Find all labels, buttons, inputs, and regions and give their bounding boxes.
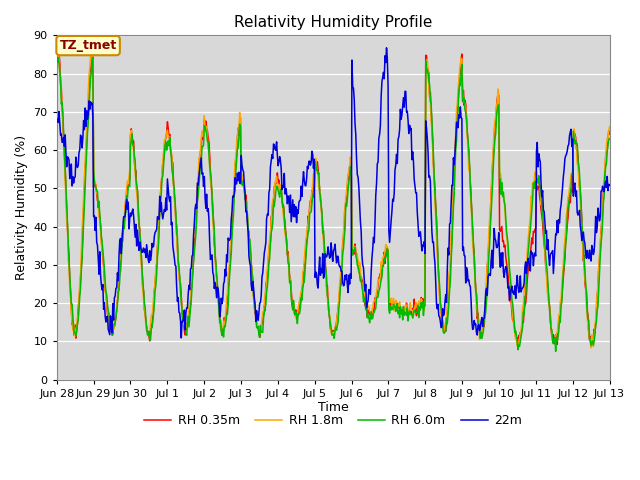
22m	[120, 214, 127, 220]
Title: Relativity Humidity Profile: Relativity Humidity Profile	[234, 15, 432, 30]
RH 0.35m	[554, 341, 561, 347]
RH 0.35m	[205, 139, 212, 145]
RH 0.35m	[417, 304, 424, 310]
RH 1.8m	[177, 293, 184, 299]
22m	[177, 335, 185, 341]
RH 1.8m	[401, 308, 409, 314]
RH 6.0m	[89, 55, 97, 60]
RH 1.8m	[53, 42, 61, 48]
RH 6.0m	[417, 300, 425, 306]
RH 1.8m	[605, 124, 613, 130]
22m	[402, 88, 410, 94]
22m	[206, 240, 214, 246]
RH 1.8m	[206, 164, 214, 169]
Y-axis label: Relativity Humidity (%): Relativity Humidity (%)	[15, 135, 28, 280]
RH 1.8m	[63, 217, 70, 223]
Line: RH 6.0m: RH 6.0m	[57, 58, 609, 351]
RH 0.35m	[176, 279, 184, 285]
RH 6.0m	[605, 136, 613, 142]
Line: RH 0.35m: RH 0.35m	[57, 44, 609, 344]
RH 1.8m	[588, 345, 595, 351]
RH 6.0m	[206, 163, 214, 169]
RH 6.0m	[63, 200, 70, 206]
RH 1.8m	[417, 296, 425, 301]
RH 0.35m	[63, 207, 70, 213]
RH 0.35m	[605, 131, 613, 137]
RH 0.35m	[120, 225, 127, 230]
22m	[383, 45, 390, 51]
Text: TZ_tmet: TZ_tmet	[60, 39, 116, 52]
22m	[605, 182, 613, 188]
22m	[418, 248, 426, 254]
RH 1.8m	[89, 40, 97, 46]
Line: 22m: 22m	[57, 48, 609, 338]
RH 1.8m	[120, 215, 128, 220]
RH 0.35m	[401, 306, 408, 312]
RH 6.0m	[53, 55, 61, 61]
RH 0.35m	[53, 41, 61, 47]
RH 6.0m	[177, 286, 184, 292]
22m	[63, 164, 70, 169]
22m	[176, 310, 184, 316]
RH 6.0m	[552, 348, 559, 354]
RH 6.0m	[401, 309, 409, 315]
22m	[53, 116, 61, 121]
X-axis label: Time: Time	[317, 401, 348, 414]
Legend: RH 0.35m, RH 1.8m, RH 6.0m, 22m: RH 0.35m, RH 1.8m, RH 6.0m, 22m	[139, 409, 527, 432]
Line: RH 1.8m: RH 1.8m	[57, 43, 609, 348]
RH 6.0m	[120, 226, 128, 231]
